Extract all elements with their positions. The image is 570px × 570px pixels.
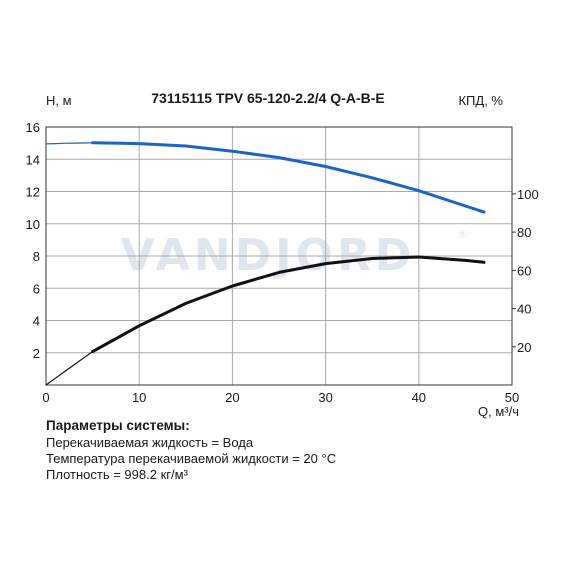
- param-liquid: Перекачиваемая жидкость = Вода: [46, 435, 254, 450]
- param-temperature: Температура перекачиваемой жидкости = 20…: [46, 451, 337, 466]
- head-curve: [91, 141, 486, 214]
- y-tick-label: 8: [33, 249, 40, 264]
- series-layer: [45, 141, 486, 386]
- system-parameters: Параметры системы: Перекачиваемая жидкос…: [46, 418, 546, 483]
- x-tick-label: 40: [412, 390, 426, 405]
- x-tick-label: 10: [132, 390, 146, 405]
- param-density: Плотность = 998.2 кг/м³: [46, 467, 188, 482]
- y-tick-label: 4: [33, 314, 40, 329]
- watermark-registered-mark: ®: [457, 228, 468, 241]
- y-tick-label: 2: [33, 346, 40, 361]
- efficiency-curve-extension: [45, 351, 94, 386]
- tick-labels: 0 10 20 30 40 50 2 4 6 8 10 12 14 16 20 40 60 80 100: [26, 120, 539, 405]
- y-tick-label: 14: [26, 152, 40, 167]
- x-tick-label: 50: [505, 390, 519, 405]
- y2-tick-label: 100: [517, 187, 539, 202]
- grid-lines: [46, 127, 512, 385]
- y2-tick-label: 60: [517, 263, 531, 278]
- chart-title: 73115115 TPV 65-120-2.2/4 Q-A-B-E: [151, 90, 384, 106]
- y2-tick-label: 80: [517, 225, 531, 240]
- y-tick-label: 16: [26, 120, 40, 135]
- axes: [45, 126, 516, 386]
- head-curve-extension: [45, 142, 94, 145]
- y2-tick-label: 40: [517, 302, 531, 317]
- plot-frame: [45, 126, 513, 386]
- x-tick-label: 0: [42, 390, 49, 405]
- y2-axis-label: КПД, %: [458, 93, 503, 108]
- y-tick-label: 12: [26, 185, 40, 200]
- x-tick-label: 30: [318, 390, 332, 405]
- vandjord-watermark: VANDJORD ®: [121, 228, 468, 281]
- x-axis-label: Q, м³/ч: [478, 404, 519, 419]
- y-tick-label: 6: [33, 281, 40, 296]
- y-tick-label: 10: [26, 217, 40, 232]
- y2-tick-label: 20: [517, 340, 531, 355]
- x-tick-label: 20: [225, 390, 239, 405]
- params-heading: Параметры системы:: [46, 418, 190, 433]
- y-axis-label: H, м: [46, 93, 72, 108]
- efficiency-curve: [91, 255, 486, 354]
